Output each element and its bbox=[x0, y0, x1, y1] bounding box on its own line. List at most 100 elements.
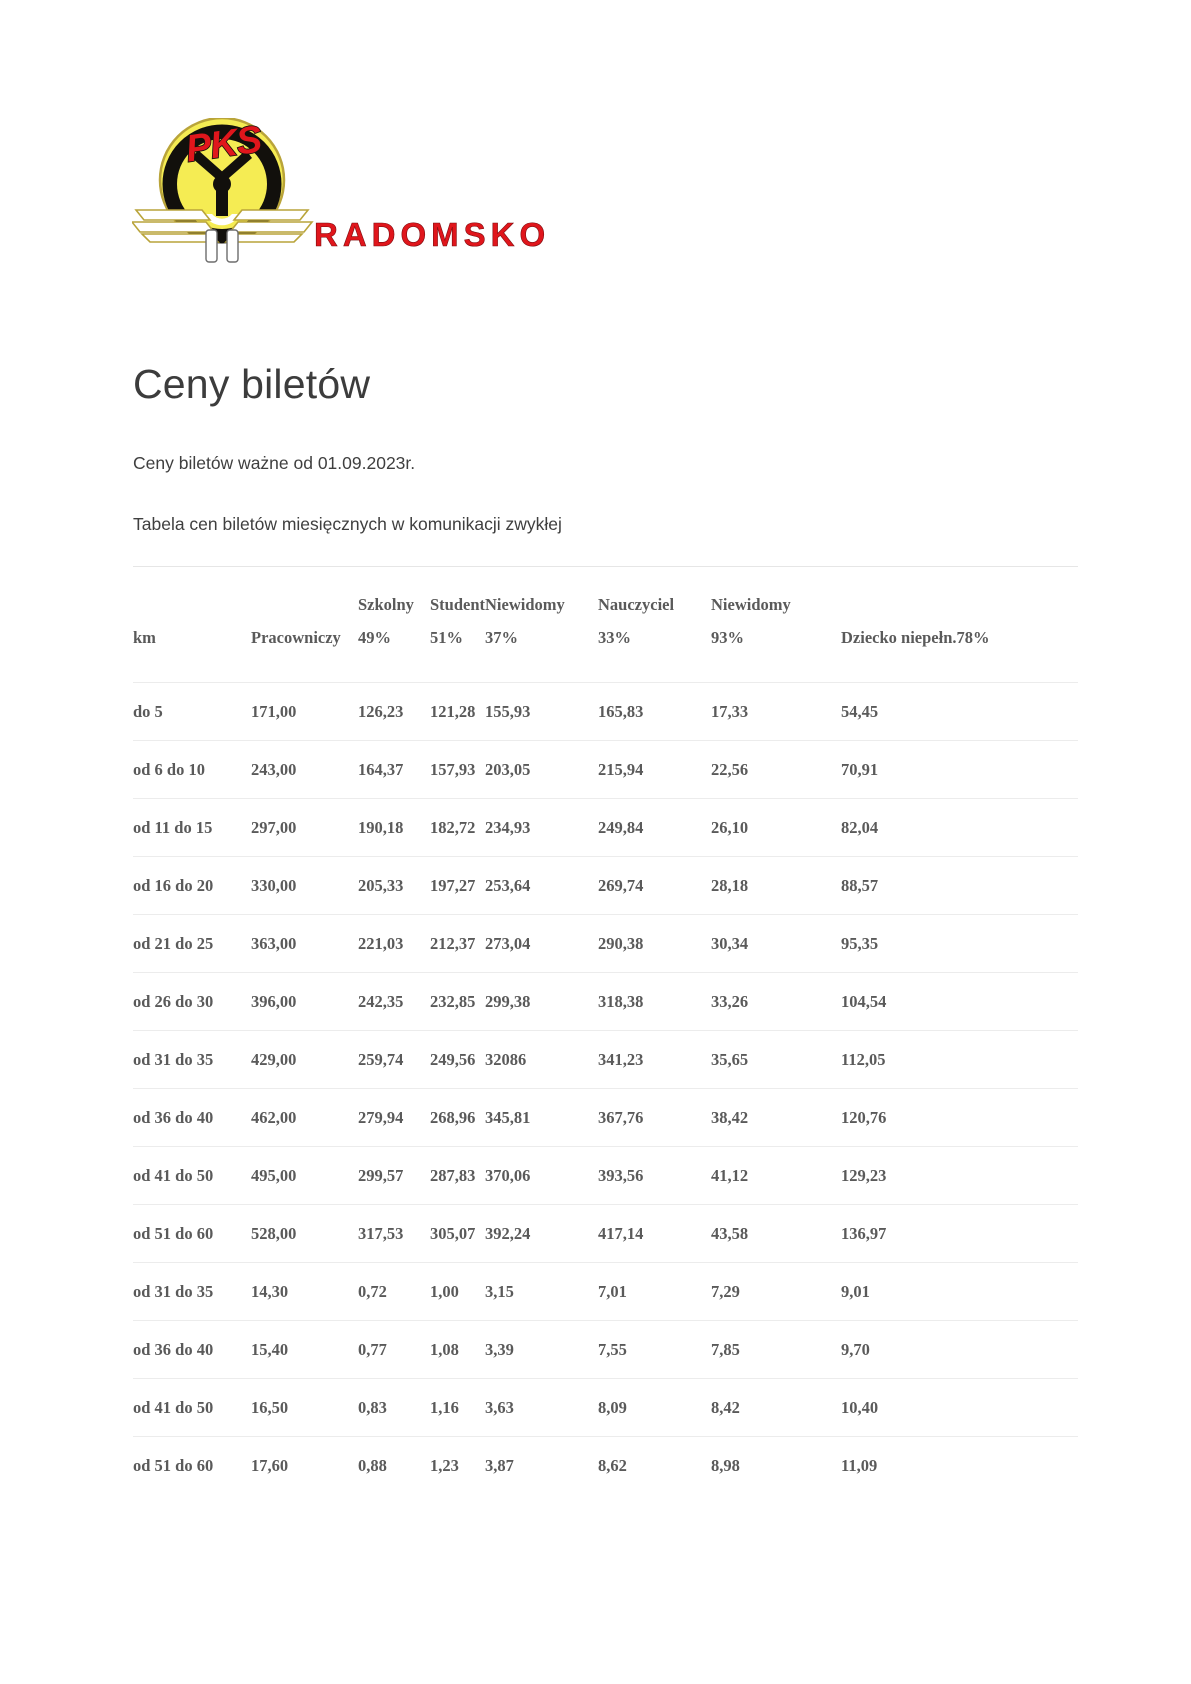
cell-szkolny: 205,33 bbox=[358, 856, 430, 915]
cell-nauczyciel: 318,38 bbox=[598, 972, 711, 1031]
cell-niewidomy93: 26,10 bbox=[711, 798, 841, 857]
cell-nauczyciel: 249,84 bbox=[598, 798, 711, 857]
cell-student: 212,37 bbox=[430, 914, 485, 973]
cell-niewidomy93: 8,42 bbox=[711, 1378, 841, 1437]
cell-dziecko: 82,04 bbox=[841, 798, 1078, 857]
cell-km: od 26 do 30 bbox=[133, 972, 251, 1031]
cell-pracowniczy: 363,00 bbox=[251, 914, 358, 973]
cell-km: od 31 do 35 bbox=[133, 1030, 251, 1089]
pks-radomsko-logo: PKS RADOMSKO bbox=[132, 118, 552, 268]
cell-dziecko: 9,01 bbox=[841, 1262, 1078, 1321]
fares-table: Szkolny Student Niewidomy Nauczyciel Nie… bbox=[133, 566, 1078, 1495]
cell-dziecko: 112,05 bbox=[841, 1030, 1078, 1089]
cell-km: od 51 do 60 bbox=[133, 1436, 251, 1495]
cell-km: od 36 do 40 bbox=[133, 1320, 251, 1379]
table-row: od 21 do 25 363,00 221,03 212,37 273,04 290,3… bbox=[133, 914, 1078, 973]
cell-student: 287,83 bbox=[430, 1146, 485, 1205]
cell-niewidomy93: 17,33 bbox=[711, 682, 841, 741]
header-pracowniczy: Pracowniczy bbox=[251, 628, 341, 648]
cell-niewidomy37: 299,38 bbox=[485, 972, 598, 1031]
cell-szkolny: 0,83 bbox=[358, 1378, 430, 1437]
cell-niewidomy93: 7,29 bbox=[711, 1262, 841, 1321]
cell-niewidomy93: 28,18 bbox=[711, 856, 841, 915]
cell-szkolny: 190,18 bbox=[358, 798, 430, 857]
cell-szkolny: 126,23 bbox=[358, 682, 430, 741]
cell-szkolny: 279,94 bbox=[358, 1088, 430, 1147]
cell-niewidomy37: 345,81 bbox=[485, 1088, 598, 1147]
header-top-nauczyciel: Nauczyciel bbox=[598, 566, 711, 619]
cell-dziecko: 9,70 bbox=[841, 1320, 1078, 1379]
cell-szkolny: 221,03 bbox=[358, 914, 430, 973]
cell-dziecko: 10,40 bbox=[841, 1378, 1078, 1437]
header-km: km bbox=[133, 628, 156, 648]
cell-km: do 5 bbox=[133, 682, 251, 741]
cell-niewidomy37: 3,15 bbox=[485, 1262, 598, 1321]
cell-km: od 16 do 20 bbox=[133, 856, 251, 915]
cell-pracowniczy: 14,30 bbox=[251, 1262, 358, 1321]
cell-student: 1,00 bbox=[430, 1262, 485, 1321]
table-row: do 5 171,00 126,23 121,28 155,93 165,83 17,33 5… bbox=[133, 682, 1078, 741]
cell-nauczyciel: 393,56 bbox=[598, 1146, 711, 1205]
cell-niewidomy93: 43,58 bbox=[711, 1204, 841, 1263]
cell-szkolny: 317,53 bbox=[358, 1204, 430, 1263]
cell-nauczyciel: 215,94 bbox=[598, 740, 711, 799]
table-caption: Tabela cen biletów miesięcznych w komuni… bbox=[133, 513, 562, 534]
table-row: od 41 do 50 495,00 299,57 287,83 370,06 393,5… bbox=[133, 1146, 1078, 1205]
cell-niewidomy93: 22,56 bbox=[711, 740, 841, 799]
page-title: Ceny biletów bbox=[133, 361, 371, 407]
cell-niewidomy37: 392,24 bbox=[485, 1204, 598, 1263]
header-niewidomy93-pct: 93% bbox=[711, 628, 744, 648]
cell-pracowniczy: 396,00 bbox=[251, 972, 358, 1031]
cell-szkolny: 242,35 bbox=[358, 972, 430, 1031]
cell-niewidomy37: 253,64 bbox=[485, 856, 598, 915]
table-row: od 26 do 30 396,00 242,35 232,85 299,38 318,3… bbox=[133, 972, 1078, 1031]
cell-nauczyciel: 7,55 bbox=[598, 1320, 711, 1379]
cell-student: 157,93 bbox=[430, 740, 485, 799]
cell-km: od 51 do 60 bbox=[133, 1204, 251, 1263]
cell-nauczyciel: 290,38 bbox=[598, 914, 711, 973]
cell-student: 197,27 bbox=[430, 856, 485, 915]
header-top-szkolny: Szkolny bbox=[358, 566, 430, 619]
cell-dziecko: 129,23 bbox=[841, 1146, 1078, 1205]
cell-szkolny: 299,57 bbox=[358, 1146, 430, 1205]
cell-student: 1,08 bbox=[430, 1320, 485, 1379]
table-row: od 31 do 35 14,30 0,72 1,00 3,15 7,01 7,29 9,01 bbox=[133, 1262, 1078, 1321]
table-row: od 51 do 60 17,60 0,88 1,23 3,87 8,62 8,98 11,0… bbox=[133, 1436, 1078, 1495]
cell-student: 249,56 bbox=[430, 1030, 485, 1089]
logo-posts bbox=[205, 229, 239, 263]
cell-nauczyciel: 417,14 bbox=[598, 1204, 711, 1263]
cell-student: 232,85 bbox=[430, 972, 485, 1031]
cell-pracowniczy: 16,50 bbox=[251, 1378, 358, 1437]
cell-niewidomy93: 30,34 bbox=[711, 914, 841, 973]
table-row: od 11 do 15 297,00 190,18 182,72 234,93 249,8… bbox=[133, 798, 1078, 857]
cell-dziecko: 70,91 bbox=[841, 740, 1078, 799]
header-niewidomy37-pct: 37% bbox=[485, 628, 518, 648]
cell-dziecko: 104,54 bbox=[841, 972, 1078, 1031]
cell-student: 305,07 bbox=[430, 1204, 485, 1263]
cell-km: od 31 do 35 bbox=[133, 1262, 251, 1321]
cell-dziecko: 11,09 bbox=[841, 1436, 1078, 1495]
header-szkolny-pct: 49% bbox=[358, 628, 391, 648]
cell-pracowniczy: 330,00 bbox=[251, 856, 358, 915]
cell-pracowniczy: 462,00 bbox=[251, 1088, 358, 1147]
cell-nauczyciel: 367,76 bbox=[598, 1088, 711, 1147]
cell-szkolny: 0,77 bbox=[358, 1320, 430, 1379]
cell-szkolny: 0,88 bbox=[358, 1436, 430, 1495]
cell-pracowniczy: 171,00 bbox=[251, 682, 358, 741]
logo-graphic: PKS bbox=[132, 118, 314, 263]
cell-niewidomy37: 3,39 bbox=[485, 1320, 598, 1379]
cell-student: 121,28 bbox=[430, 682, 485, 741]
fares-table-body: Szkolny Student Niewidomy Nauczyciel Nie… bbox=[133, 566, 1078, 1495]
table-row: od 36 do 40 15,40 0,77 1,08 3,39 7,55 7,85 9,70 bbox=[133, 1320, 1078, 1379]
cell-niewidomy37: 32086 bbox=[485, 1030, 598, 1089]
cell-km: od 6 do 10 bbox=[133, 740, 251, 799]
cell-dziecko: 88,57 bbox=[841, 856, 1078, 915]
cell-niewidomy37: 203,05 bbox=[485, 740, 598, 799]
validity-note: Ceny biletów ważne od 01.09.2023r. bbox=[133, 453, 416, 474]
svg-text:PKS: PKS bbox=[183, 119, 264, 171]
table-header-row-bottom: km Pracowniczy 49% 51% 37% 33% 93% Dziec… bbox=[133, 618, 1078, 683]
table-row: od 51 do 60 528,00 317,53 305,07 392,24 417,1… bbox=[133, 1204, 1078, 1263]
header-nauczyciel-pct: 33% bbox=[598, 628, 631, 648]
cell-nauczyciel: 8,09 bbox=[598, 1378, 711, 1437]
